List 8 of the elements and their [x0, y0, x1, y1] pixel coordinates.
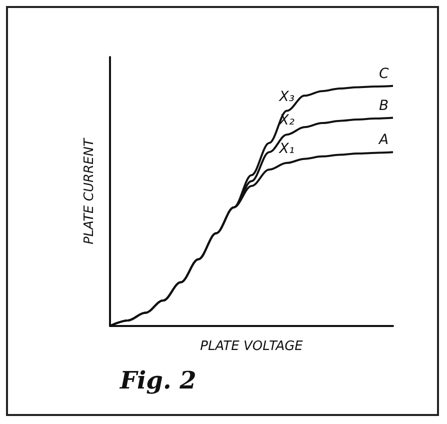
- series-label: C: [379, 66, 389, 82]
- x-axis-title: PLATE VOLTAGE: [200, 339, 304, 354]
- y-axis-title: PLATE CURRENT: [82, 138, 97, 244]
- annotation: X₃: [278, 88, 295, 105]
- series-label: A: [378, 132, 389, 148]
- annotation: X₁: [278, 140, 294, 157]
- series-label: B: [379, 98, 389, 114]
- caption: Fig. 2: [119, 366, 196, 394]
